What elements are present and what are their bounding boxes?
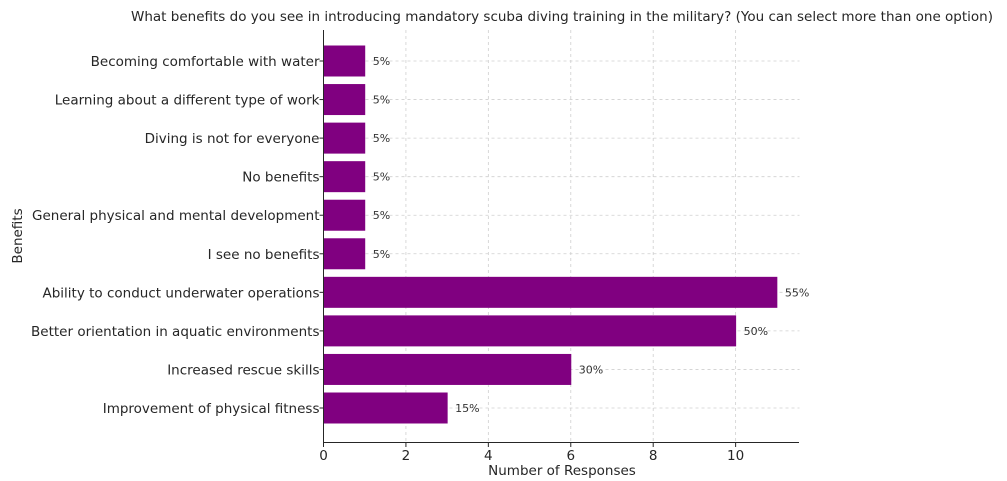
data-label: 15%	[455, 402, 479, 415]
bar	[324, 122, 366, 154]
bar	[324, 315, 737, 347]
x-ticks: 0 2 4 6 8 10	[319, 60, 744, 464]
x-tick-label: 10	[727, 448, 744, 464]
category-label: No benefits	[242, 170, 319, 186]
category-label: Improvement of physical fitness	[103, 401, 320, 417]
bars	[324, 45, 778, 424]
bar	[324, 276, 778, 308]
data-label: 55%	[785, 286, 809, 299]
bar	[324, 353, 572, 385]
x-axis-label: Number of Responses	[488, 463, 636, 479]
data-label: 5%	[373, 171, 390, 184]
data-label: 5%	[373, 248, 390, 261]
data-label: 5%	[373, 55, 390, 68]
x-tick-label: 0	[319, 448, 328, 464]
x-tick-label: 6	[566, 448, 575, 464]
category-labels: Becoming comfortable with water Learning …	[31, 54, 320, 417]
category-label: Learning about a different type of work	[55, 93, 320, 109]
bar	[324, 84, 366, 116]
data-label: 5%	[373, 209, 390, 222]
chart-title: What benefits do you see in introducing …	[131, 9, 993, 25]
data-label: 30%	[579, 363, 603, 376]
data-label: 5%	[373, 132, 390, 145]
category-label: Diving is not for everyone	[145, 131, 320, 147]
x-tick-label: 8	[649, 448, 658, 464]
data-label: 5%	[373, 94, 390, 107]
bar	[324, 392, 448, 424]
category-label: Ability to conduct underwater operations	[43, 285, 320, 301]
bar	[324, 45, 366, 77]
data-labels: 5% 5% 5% 5% 5% 5% 55% 50% 30% 15%	[373, 55, 810, 415]
category-label: Better orientation in aquatic environmen…	[31, 324, 319, 340]
x-tick-label: 2	[402, 448, 411, 464]
bar	[324, 199, 366, 231]
data-label: 50%	[744, 325, 768, 338]
bar	[324, 161, 366, 193]
y-axis-label: Benefits	[10, 208, 26, 263]
category-label: General physical and mental development	[32, 208, 320, 224]
category-label: I see no benefits	[208, 247, 320, 263]
bar	[324, 238, 366, 270]
category-label: Increased rescue skills	[167, 362, 319, 378]
category-label: Becoming comfortable with water	[91, 54, 320, 70]
x-tick-label: 4	[484, 448, 493, 464]
